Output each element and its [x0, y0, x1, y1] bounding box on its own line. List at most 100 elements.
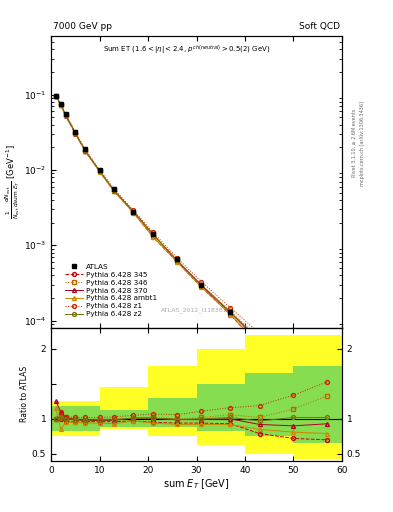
ATLAS [59, 101, 63, 107]
Pythia 6.428 370 [59, 101, 63, 108]
ATLAS [131, 208, 136, 215]
Pythia 6.428 z2 [63, 112, 68, 118]
Pythia 6.428 ambt1 [291, 370, 296, 376]
Pythia 6.428 346 [151, 231, 155, 238]
Pythia 6.428 346 [325, 385, 330, 391]
ATLAS [257, 335, 262, 342]
Pythia 6.428 345 [291, 374, 296, 380]
Pythia 6.428 z1 [112, 186, 116, 192]
Pythia 6.428 ambt1 [83, 147, 87, 154]
ATLAS [83, 146, 87, 152]
Line: Pythia 6.428 370: Pythia 6.428 370 [54, 94, 329, 401]
Pythia 6.428 370 [151, 231, 155, 238]
Pythia 6.428 ambt1 [53, 93, 58, 99]
Pythia 6.428 z1 [257, 330, 262, 336]
Pythia 6.428 z1 [131, 207, 136, 214]
Pythia 6.428 z2 [73, 130, 78, 136]
Pythia 6.428 346 [175, 258, 180, 264]
Pythia 6.428 346 [63, 112, 68, 118]
Pythia 6.428 370 [257, 339, 262, 345]
Line: ATLAS: ATLAS [53, 94, 330, 398]
Pythia 6.428 345 [325, 404, 330, 411]
Pythia 6.428 370 [53, 93, 58, 99]
Pythia 6.428 370 [97, 168, 102, 174]
ATLAS [53, 93, 58, 99]
Pythia 6.428 ambt1 [131, 210, 136, 216]
Pythia 6.428 z2 [199, 282, 204, 288]
Pythia 6.428 ambt1 [199, 284, 204, 290]
Pythia 6.428 z2 [151, 231, 155, 238]
Pythia 6.428 ambt1 [257, 342, 262, 348]
Text: mcplots.cern.ch [arXiv:1306.3436]: mcplots.cern.ch [arXiv:1306.3436] [360, 101, 365, 186]
ATLAS [199, 282, 204, 288]
Pythia 6.428 370 [83, 147, 87, 154]
Pythia 6.428 345 [228, 312, 233, 318]
X-axis label: sum $E_T$ [GeV]: sum $E_T$ [GeV] [163, 477, 230, 491]
Pythia 6.428 ambt1 [228, 312, 233, 318]
Pythia 6.428 z2 [59, 101, 63, 108]
Pythia 6.428 z1 [325, 380, 330, 386]
Text: ATLAS_2012_I1183818: ATLAS_2012_I1183818 [161, 308, 232, 313]
Text: Soft QCD: Soft QCD [299, 23, 340, 31]
Pythia 6.428 z2 [175, 258, 180, 264]
Line: Pythia 6.428 ambt1: Pythia 6.428 ambt1 [54, 94, 329, 406]
Pythia 6.428 345 [59, 102, 63, 109]
Pythia 6.428 z2 [291, 363, 296, 369]
Pythia 6.428 345 [131, 210, 136, 216]
Pythia 6.428 346 [199, 282, 204, 288]
Line: Pythia 6.428 z1: Pythia 6.428 z1 [54, 94, 329, 385]
Pythia 6.428 370 [63, 112, 68, 118]
Pythia 6.428 345 [97, 168, 102, 175]
ATLAS [73, 129, 78, 135]
Line: Pythia 6.428 z2: Pythia 6.428 z2 [54, 94, 329, 398]
Pythia 6.428 z1 [175, 255, 180, 261]
Pythia 6.428 z1 [291, 354, 296, 360]
Pythia 6.428 370 [73, 130, 78, 136]
Pythia 6.428 z2 [97, 168, 102, 174]
Text: Sum ET ($1.6 < |\eta| < 2.4$, $p^{ch(neutral)} > 0.5(2)$ GeV): Sum ET ($1.6 < |\eta| < 2.4$, $p^{ch(neu… [103, 43, 271, 56]
ATLAS [151, 231, 155, 238]
Pythia 6.428 370 [199, 283, 204, 289]
Pythia 6.428 z2 [257, 337, 262, 344]
Pythia 6.428 370 [112, 187, 116, 194]
Pythia 6.428 z2 [131, 208, 136, 215]
Pythia 6.428 370 [325, 396, 330, 402]
Text: Rivet 3.1.10, ≥ 2.6M events: Rivet 3.1.10, ≥ 2.6M events [352, 109, 357, 178]
Pythia 6.428 346 [131, 208, 136, 215]
Pythia 6.428 345 [73, 131, 78, 137]
Pythia 6.428 ambt1 [175, 259, 180, 265]
Pythia 6.428 z1 [151, 229, 155, 235]
Pythia 6.428 345 [112, 188, 116, 195]
Pythia 6.428 z1 [97, 167, 102, 173]
Pythia 6.428 370 [175, 258, 180, 264]
Legend: ATLAS, Pythia 6.428 345, Pythia 6.428 346, Pythia 6.428 370, Pythia 6.428 ambt1,: ATLAS, Pythia 6.428 345, Pythia 6.428 34… [63, 263, 158, 318]
Pythia 6.428 z2 [83, 147, 87, 154]
Pythia 6.428 ambt1 [112, 188, 116, 195]
Pythia 6.428 ambt1 [325, 400, 330, 407]
Pythia 6.428 z1 [59, 101, 63, 108]
Y-axis label: $\frac{1}{N_\mathrm{evt}}\frac{dN_\mathrm{evt}}{d\mathrm{sum}\ E_T}\ [\mathrm{Ge: $\frac{1}{N_\mathrm{evt}}\frac{dN_\mathr… [4, 144, 22, 219]
ATLAS [112, 186, 116, 193]
Pythia 6.428 345 [257, 344, 262, 350]
Pythia 6.428 346 [59, 102, 63, 108]
Pythia 6.428 345 [63, 113, 68, 119]
Pythia 6.428 z1 [63, 111, 68, 117]
Pythia 6.428 ambt1 [97, 168, 102, 175]
ATLAS [291, 363, 296, 369]
ATLAS [325, 393, 330, 399]
Text: 7000 GeV pp: 7000 GeV pp [53, 23, 112, 31]
Pythia 6.428 346 [53, 93, 58, 99]
Pythia 6.428 z1 [228, 305, 233, 311]
ATLAS [63, 111, 68, 117]
ATLAS [228, 309, 233, 315]
Y-axis label: Ratio to ATLAS: Ratio to ATLAS [20, 367, 29, 422]
Pythia 6.428 z1 [73, 129, 78, 135]
Pythia 6.428 345 [151, 233, 155, 240]
Pythia 6.428 345 [175, 259, 180, 265]
Pythia 6.428 346 [97, 168, 102, 174]
Pythia 6.428 z2 [325, 393, 330, 399]
Pythia 6.428 z1 [53, 93, 58, 99]
Pythia 6.428 z2 [228, 309, 233, 315]
Pythia 6.428 z2 [53, 93, 58, 99]
Pythia 6.428 346 [257, 335, 262, 342]
